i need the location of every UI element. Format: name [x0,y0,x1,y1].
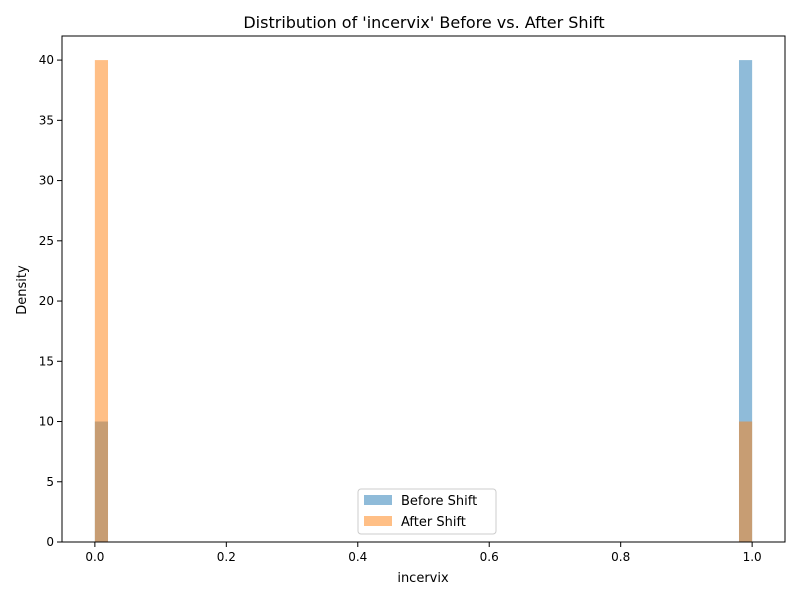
plot-frame [61,35,786,543]
y-tick-label: 20 [39,294,54,308]
y-tick-label: 25 [39,234,54,248]
x-tick-label: 0.0 [85,550,104,564]
y-tick-label: 0 [46,535,54,549]
x-tick-label: 0.6 [480,550,499,564]
legend-label-0: Before Shift [401,494,477,509]
y-tick-label: 35 [39,113,54,127]
legend-label-1: After Shift [401,515,466,530]
x-tick-label: 1.0 [743,550,762,564]
x-tick-label: 0.2 [217,550,236,564]
y-tick-label: 10 [39,415,54,429]
x-tick-label: 0.8 [611,550,630,564]
legend-swatch-0 [364,495,392,505]
bars-group [94,60,753,542]
axes-group: 0.0 0.2 0.4 0.6 0.8 1.0 0 5 10 15 20 25 30 35 40 [39,35,786,564]
legend-swatch-1 [364,516,392,526]
y-tick-label: 5 [46,475,54,489]
bar-series-1-bin-1 [738,421,753,542]
x-tick-label: 0.4 [348,550,367,564]
chart-title: Distribution of 'incervix' Before vs. Af… [243,13,604,32]
legend: Before Shift After Shift [357,488,497,535]
y-axis-label: Density [15,265,30,315]
y-tick-label: 30 [39,174,54,188]
y-tick-label: 15 [39,354,54,368]
y-tick-label: 40 [39,53,54,67]
bar-series-1-bin-0 [94,60,109,542]
x-axis-label: incervix [397,571,449,586]
legend-box [357,488,497,535]
